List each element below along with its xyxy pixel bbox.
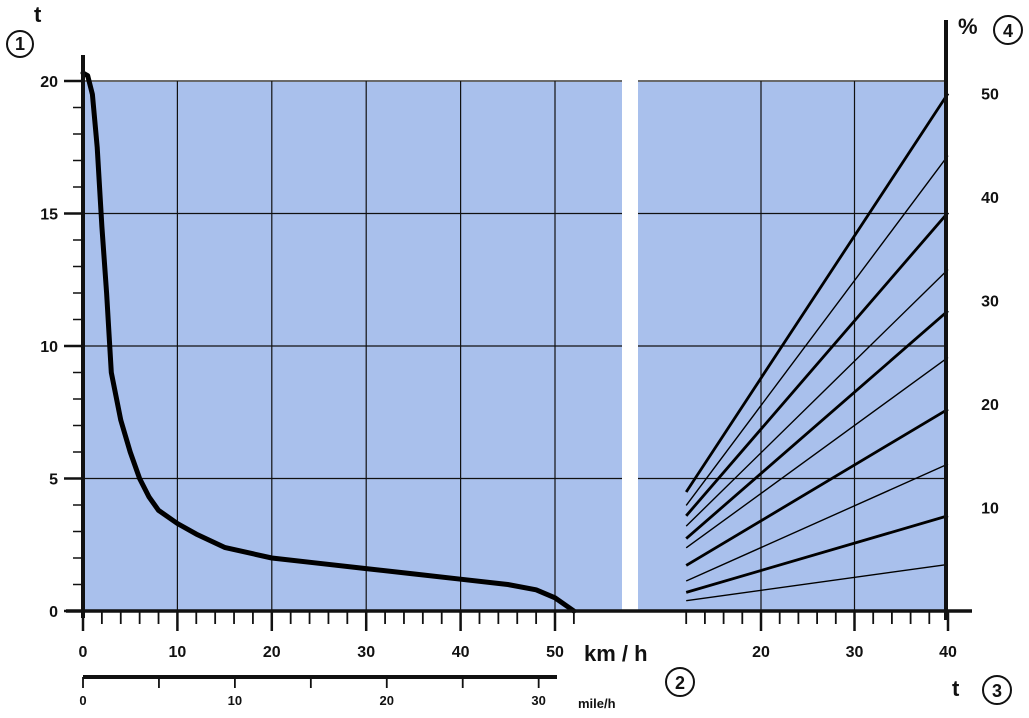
left-series-line — [80, 70, 577, 614]
right-series-line — [685, 514, 949, 594]
x-tick-label: 0 — [79, 644, 88, 661]
right-x-tick-label: 30 — [846, 644, 864, 661]
svg-text:2: 2 — [675, 673, 685, 693]
x-unit-label: km / h — [584, 641, 648, 666]
right-y-tick-label: 40 — [981, 190, 999, 207]
right-series-line — [685, 309, 949, 540]
right-x-axis-label: t — [952, 676, 960, 701]
x-unit-marker: 2 — [665, 667, 695, 697]
y-tick-label: 20 — [40, 74, 58, 91]
secondary-x-tick-label: 30 — [531, 693, 545, 708]
svg-text:1: 1 — [15, 34, 25, 54]
right-x-tick-label: 40 — [939, 644, 957, 661]
right-y-axis-marker: 4 — [993, 15, 1023, 45]
y-tick-label: 5 — [49, 472, 58, 489]
x-tick-label: 40 — [452, 644, 470, 661]
right-y-tick-label: 20 — [981, 397, 999, 414]
x-tick-label: 10 — [169, 644, 187, 661]
right-y-tick-label: 30 — [981, 294, 999, 311]
right-series-line — [685, 407, 949, 567]
right-series-line — [685, 211, 950, 517]
svg-text:4: 4 — [1003, 21, 1013, 41]
y-tick-label: 15 — [40, 207, 58, 224]
right-y-axis-label: % — [958, 14, 978, 39]
right-series-line — [685, 155, 949, 506]
x-tick-label: 30 — [357, 644, 375, 661]
secondary-x-unit-label: mile/h — [578, 696, 616, 711]
labels: 0 5 10 15 20 0 10 20 30 40 50 0 10 20 30 10 20 30 40 50 20 30… — [40, 74, 999, 708]
left-series — [80, 70, 577, 614]
right-series-line — [685, 268, 949, 527]
right-series — [685, 92, 950, 602]
right-grid — [638, 80, 946, 611]
right-series-line — [685, 463, 949, 582]
right-y-tick-label: 50 — [981, 87, 999, 104]
y-tick-label: 10 — [40, 339, 58, 356]
secondary-x-tick-label: 0 — [79, 693, 86, 708]
right-series-line — [685, 92, 950, 493]
right-series-line — [685, 356, 949, 549]
right-x-tick-label: 20 — [752, 644, 770, 661]
right-x-axis-marker: 3 — [982, 675, 1012, 705]
left-grid — [83, 80, 622, 611]
y-tick-label: 0 — [49, 604, 58, 621]
y-axis-marker: 1 — [6, 30, 34, 58]
x-tick-label: 20 — [263, 644, 281, 661]
secondary-x-tick-label: 20 — [380, 693, 394, 708]
right-series-line — [686, 563, 949, 602]
y-axis-label: t — [34, 2, 42, 27]
axes — [64, 20, 972, 688]
svg-text:3: 3 — [992, 681, 1002, 701]
secondary-x-tick-label: 10 — [228, 693, 242, 708]
right-y-tick-label: 10 — [981, 501, 999, 518]
x-tick-label: 50 — [546, 644, 564, 661]
